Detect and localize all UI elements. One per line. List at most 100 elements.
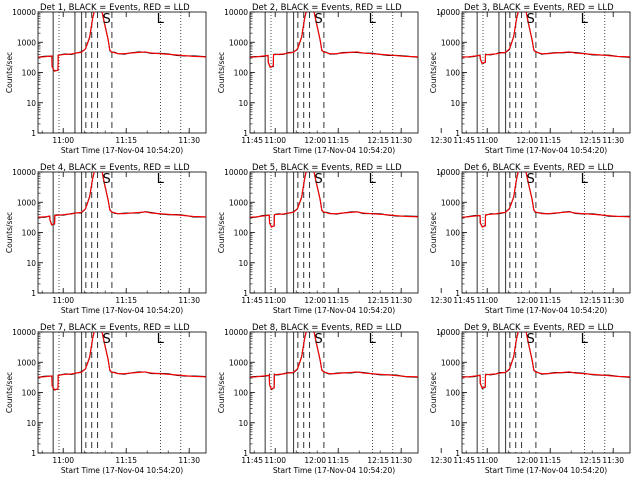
x-axis-label: Start Time (17-Nov-04 10:54:20) [273,306,395,315]
y-tick-label: 100 [234,389,249,398]
x-tick-label: 11:00 [52,456,74,465]
y-axis-label: Counts/sec [217,372,226,413]
y-axis-label: Counts/sec [5,212,14,253]
panel-title: Det 3, BLACK = Events, RED = LLD [464,3,614,13]
marker-s: S [102,172,110,187]
y-tick-label: 10 [26,99,36,108]
plot-frame [249,171,419,294]
plot-frame [37,171,207,294]
y-tick-label: 100 [446,389,461,398]
x-tick-label: 11:15 [327,456,349,465]
lld-series-line [462,12,630,65]
marker-l: L [369,12,377,27]
marker-s: S [526,12,534,27]
x-tick-label: 11:30 [390,456,412,465]
x-tick-label: 12:00 [516,296,538,305]
x-tick-label: 12:30 [430,456,452,465]
y-tick-label: 1 [243,449,248,458]
y-tick-label: 10000 [436,328,460,337]
y-tick-label: 1000 [229,38,248,47]
x-axis-label: Start Time (17-Nov-04 10:54:20) [273,146,395,155]
x-axis-label: Start Time (17-Nov-04 10:54:20) [485,306,607,315]
y-axis-label: Counts/sec [429,372,438,413]
x-tick-label: 11:15 [115,456,137,465]
y-tick-label: 10000 [12,8,36,17]
x-tick-label: 11:00 [476,456,498,465]
panel-title: Det 7, BLACK = Events, RED = LLD [40,323,190,333]
marker-s: S [102,12,110,27]
lld-series-line [38,332,206,391]
x-tick-label: 11:15 [327,136,349,145]
y-tick-label: 1 [455,289,460,298]
x-tick-label: 11:30 [178,136,200,145]
y-tick-label: 100 [234,69,249,78]
x-axis-label: Start Time (17-Nov-04 10:54:20) [273,466,395,475]
x-tick-label: 11:45 [453,456,475,465]
y-tick-label: 100 [446,229,461,238]
x-tick-label: 11:00 [52,296,74,305]
y-tick-label: 1000 [229,358,248,367]
y-tick-label: 1000 [17,198,36,207]
y-tick-label: 10 [238,99,248,108]
marker-s: S [314,12,322,27]
panel-title: Det 5, BLACK = Events, RED = LLD [252,163,402,173]
x-tick-label: 11:45 [241,136,263,145]
y-tick-label: 1000 [229,198,248,207]
y-tick-label: 10 [238,419,248,428]
x-tick-label: 11:00 [52,136,74,145]
y-axis-label: Counts/sec [429,212,438,253]
x-axis-label: Start Time (17-Nov-04 10:54:20) [61,466,183,475]
y-tick-label: 1 [243,129,248,138]
marker-l: L [369,332,377,347]
plot-frame [37,11,207,134]
lld-series-line [250,12,418,68]
marker-l: L [581,332,589,347]
y-tick-label: 10000 [224,328,248,337]
marker-s: S [526,172,534,187]
x-tick-label: 11:15 [327,296,349,305]
y-tick-label: 100 [446,69,461,78]
y-tick-label: 10000 [12,328,36,337]
y-tick-label: 10000 [436,8,460,17]
marker-s: S [102,332,110,347]
y-tick-label: 1 [243,289,248,298]
x-tick-label: 11:00 [264,456,286,465]
y-tick-label: 1000 [441,358,460,367]
y-tick-label: 1000 [441,38,460,47]
y-axis-label: Counts/sec [217,52,226,93]
marker-l: L [157,12,165,27]
y-tick-label: 1 [31,129,36,138]
y-tick-label: 10 [238,259,248,268]
plot-frame [37,331,207,454]
x-tick-label: 12:30 [430,296,452,305]
x-tick-label: 12:15 [579,296,601,305]
x-tick-label: 12:15 [579,456,601,465]
y-tick-label: 1000 [17,358,36,367]
plot-frame [461,11,631,134]
lld-series-line [462,332,630,389]
y-tick-label: 10 [450,99,460,108]
x-tick-label: 11:15 [539,296,561,305]
marker-s: S [526,332,534,347]
panel-title: Det 4, BLACK = Events, RED = LLD [40,163,190,173]
y-tick-label: 1000 [17,38,36,47]
detector-panel: SL11010010001000011:0011:1511:3011:4512:… [429,323,631,475]
x-tick-label: 11:15 [539,456,561,465]
y-tick-label: 1 [455,449,460,458]
x-tick-label: 11:30 [602,456,624,465]
y-tick-label: 100 [22,69,37,78]
y-tick-label: 1 [455,129,460,138]
